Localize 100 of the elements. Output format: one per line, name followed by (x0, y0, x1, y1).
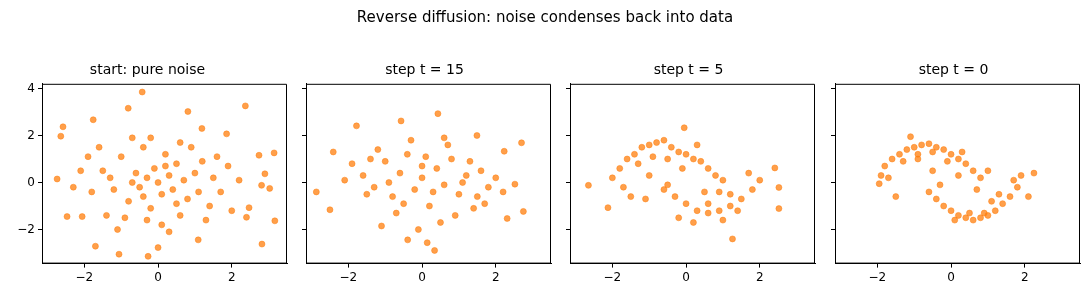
point (925, 188, 933, 196)
point (675, 148, 682, 156)
point (418, 174, 426, 182)
point (933, 144, 940, 151)
point (749, 186, 756, 193)
point (455, 191, 463, 198)
point (940, 146, 947, 153)
point (407, 136, 415, 144)
point (585, 182, 592, 189)
point (477, 167, 485, 175)
point (715, 188, 723, 196)
point (466, 158, 474, 165)
point (653, 139, 660, 146)
text: Reverse diffusion: noise condenses back into data (355, 8, 735, 26)
point (756, 176, 763, 184)
point (936, 181, 944, 189)
point (955, 172, 962, 179)
point (955, 212, 962, 219)
point (933, 195, 940, 203)
point (712, 172, 719, 179)
point (359, 172, 367, 179)
point (899, 158, 907, 165)
point (492, 174, 499, 182)
point (910, 144, 918, 151)
point (631, 151, 638, 158)
point (727, 191, 734, 198)
point (877, 172, 885, 179)
point (775, 184, 783, 191)
point (503, 215, 511, 222)
point (459, 179, 466, 186)
point (977, 174, 984, 182)
point (645, 141, 653, 149)
point (947, 207, 955, 214)
point (988, 198, 995, 205)
point (947, 151, 955, 158)
point (951, 216, 958, 224)
point (660, 136, 668, 144)
point (962, 214, 970, 222)
point (973, 186, 981, 193)
point (771, 164, 779, 172)
point (634, 160, 642, 167)
point (623, 155, 631, 163)
point (511, 180, 519, 188)
point (745, 169, 752, 177)
point (378, 222, 385, 230)
point (440, 181, 448, 189)
y-tick-label: −2 (17, 221, 35, 236)
x-tick-label: −2 (339, 269, 358, 284)
point (389, 193, 396, 200)
point (992, 207, 999, 214)
point (341, 176, 348, 184)
point (969, 167, 977, 175)
point (485, 183, 492, 191)
point (415, 226, 422, 233)
point (326, 206, 334, 214)
point (422, 153, 429, 160)
point (433, 165, 441, 172)
x-tick-label: −2 (868, 269, 887, 284)
point (627, 193, 635, 200)
point (885, 174, 892, 182)
point (348, 160, 356, 167)
point (704, 165, 712, 172)
point (929, 167, 936, 175)
point (903, 146, 911, 153)
point (719, 176, 727, 184)
point (914, 155, 922, 163)
point (440, 134, 448, 142)
x-tick-label: 2 (227, 269, 236, 284)
point (896, 151, 903, 158)
point (969, 216, 977, 224)
point (616, 165, 623, 172)
point (1006, 193, 1014, 200)
point (888, 155, 896, 163)
point (429, 188, 437, 196)
point (374, 146, 382, 153)
point (1025, 193, 1032, 200)
point (645, 172, 653, 179)
chart-title: start: pure noise (89, 61, 206, 78)
point (434, 110, 442, 117)
point (500, 148, 508, 155)
point (381, 158, 389, 165)
point (385, 179, 393, 186)
point (775, 205, 783, 212)
point (697, 158, 705, 165)
point (470, 205, 477, 212)
point (984, 167, 992, 175)
point (704, 209, 712, 217)
point (431, 247, 438, 254)
point (671, 193, 679, 200)
point (363, 191, 371, 198)
x-tick-label: −2 (75, 269, 94, 284)
point (875, 180, 883, 187)
point (313, 188, 320, 196)
point (925, 140, 933, 147)
x-tick-label: 0 (418, 269, 426, 284)
point (426, 202, 433, 210)
point (448, 155, 455, 163)
point (881, 162, 888, 170)
point (367, 155, 374, 163)
point (907, 133, 914, 140)
